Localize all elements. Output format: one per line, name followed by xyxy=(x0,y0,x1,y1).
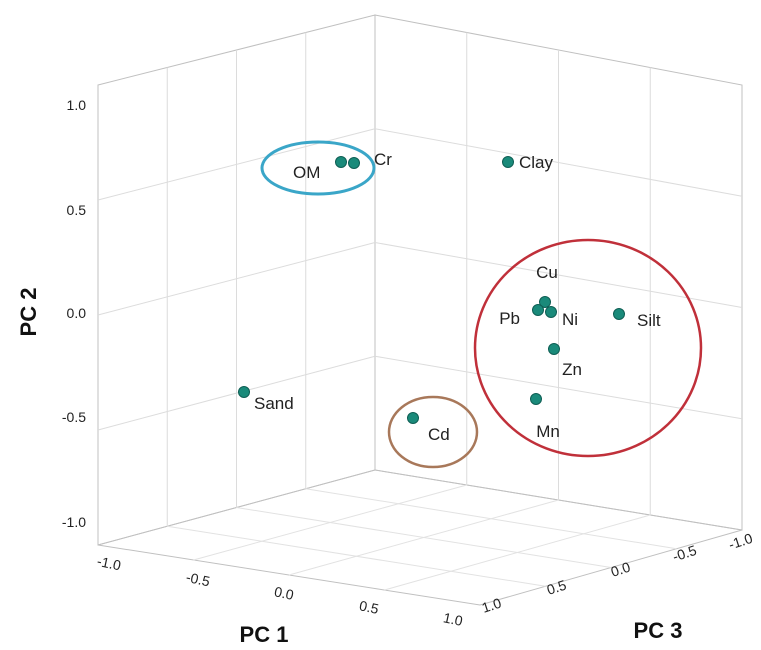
point-label-om: OM xyxy=(293,163,320,182)
x-tick-label: 1.0 xyxy=(442,609,465,629)
point-label-zn: Zn xyxy=(562,360,582,379)
y-axis-title: PC 2 xyxy=(16,288,41,337)
point-label-cu: Cu xyxy=(536,263,558,282)
z-tick-label: -1.0 xyxy=(727,530,755,553)
z-tick-label: 1.0 xyxy=(480,595,504,616)
data-point-silt xyxy=(613,308,625,320)
data-point-zn xyxy=(548,343,560,355)
grid-line xyxy=(97,355,376,431)
grid-line xyxy=(374,128,743,197)
floor xyxy=(97,469,743,606)
data-point-cr xyxy=(348,157,360,169)
grid-line xyxy=(384,514,651,591)
data-point-mn xyxy=(530,393,542,405)
data-point-ni xyxy=(545,306,557,318)
group-ellipse-metals xyxy=(473,238,703,458)
z-tick-label: -0.5 xyxy=(671,542,699,565)
data-point-clay xyxy=(502,156,514,168)
point-label-sand: Sand xyxy=(254,394,294,413)
z-axis-ticks: 1.0 0.5 0.0 -0.5 -1.0 xyxy=(480,530,755,616)
x-tick-label: -1.0 xyxy=(96,553,123,574)
z-tick-label: 0.5 xyxy=(545,577,569,598)
x-tick-label: 0.5 xyxy=(358,597,381,617)
data-point-om xyxy=(335,156,347,168)
grid-line xyxy=(288,499,559,576)
y-tick-label: 0.0 xyxy=(67,305,87,321)
y-tick-label: 0.5 xyxy=(67,202,87,218)
plot-box xyxy=(97,14,743,606)
y-tick-label: -0.5 xyxy=(62,409,86,425)
z-tick-label: 0.0 xyxy=(609,559,633,580)
y-tick-label: 1.0 xyxy=(67,97,87,113)
data-points: OM Cr Clay Cu Pb Ni Silt Zn Mn Sand Cd xyxy=(238,150,661,444)
y-tick-label: -1.0 xyxy=(62,514,86,530)
y-axis-ticks: 1.0 0.5 0.0 -0.5 -1.0 xyxy=(62,97,86,530)
point-label-cd: Cd xyxy=(428,425,450,444)
data-point-cu xyxy=(539,296,551,308)
grid-line xyxy=(374,242,743,308)
point-label-pb: Pb xyxy=(499,309,520,328)
x-axis-ticks: -1.0 -0.5 0.0 0.5 1.0 xyxy=(96,553,465,629)
point-label-mn: Mn xyxy=(536,422,560,441)
x-tick-label: -0.5 xyxy=(185,569,212,590)
point-label-ni: Ni xyxy=(562,310,578,329)
z-axis-title: PC 3 xyxy=(634,618,683,643)
grid-line xyxy=(97,242,376,316)
grid-line xyxy=(305,488,677,550)
group-ellipse-cd xyxy=(387,395,479,469)
grid-line xyxy=(97,128,376,201)
grid-lines xyxy=(97,32,743,591)
x-tick-label: 0.0 xyxy=(273,583,296,603)
data-point-sand xyxy=(238,386,250,398)
x-axis-title: PC 1 xyxy=(240,622,289,647)
point-label-cr: Cr xyxy=(374,150,392,169)
group-ellipse-om-cr xyxy=(260,140,376,196)
data-point-cd xyxy=(407,412,419,424)
data-point-pb xyxy=(532,304,544,316)
point-label-silt: Silt xyxy=(637,311,661,330)
point-label-clay: Clay xyxy=(519,153,554,172)
